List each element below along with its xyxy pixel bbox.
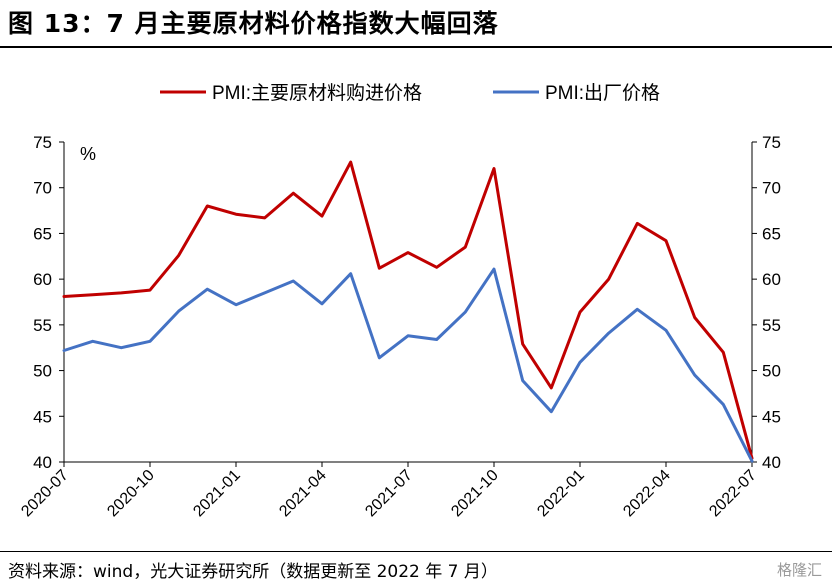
x-tick-label: 2022-01	[534, 467, 588, 521]
x-tick-label: 2021-01	[190, 467, 244, 521]
x-tick-label: 2020-10	[104, 467, 158, 521]
left-y-tick-label: 55	[33, 316, 52, 335]
x-tick-label: 2021-10	[448, 467, 502, 521]
x-tick-label: 2021-04	[276, 467, 330, 521]
watermark-text: 格隆汇	[776, 561, 822, 579]
right-y-tick-label: 60	[762, 270, 781, 289]
chart-axes: %	[63, 142, 753, 463]
left-y-tick-label: 65	[33, 224, 52, 243]
left-y-tick-label: 45	[33, 407, 52, 426]
right-y-tick-label: 75	[762, 133, 781, 152]
series-lines	[62, 160, 754, 463]
title-divider	[0, 46, 832, 48]
x-tick-label: 2022-07	[706, 467, 760, 521]
right-y-tick-label: 50	[762, 362, 781, 381]
source-note: 资料来源：wind，光大证券研究所（数据更新至 2022 年 7 月）	[8, 562, 498, 582]
legend-label: PMI:出厂价格	[545, 82, 660, 104]
source-divider	[0, 551, 832, 552]
series-line-output-price	[62, 267, 754, 463]
figure-title: 图 13：7 月主要原材料价格指数大幅回落	[8, 9, 499, 38]
x-tick-label: 2022-04	[620, 467, 674, 521]
y-axis-unit-label: %	[80, 144, 96, 164]
right-y-tick-label: 65	[762, 224, 781, 243]
legend-label: PMI:主要原材料购进价格	[212, 82, 422, 104]
left-y-tick-label: 75	[33, 133, 52, 152]
left-y-tick-label: 50	[33, 362, 52, 381]
right-y-tick-label: 70	[762, 179, 781, 198]
right-y-tick-label: 55	[762, 316, 781, 335]
series-line-raw-material-price	[62, 160, 754, 460]
chart-legend: PMI:主要原材料购进价格 PMI:出厂价格	[160, 82, 660, 104]
line-chart: PMI:主要原材料购进价格 PMI:出厂价格 % 40 40 45 45 50 50 55 55…	[18, 82, 781, 521]
left-y-tick-label: 60	[33, 270, 52, 289]
x-tick-label: 2020-07	[18, 467, 72, 521]
right-y-tick-label: 40	[762, 453, 781, 472]
left-y-tick-label: 40	[33, 453, 52, 472]
x-tick-label: 2021-07	[362, 467, 416, 521]
left-y-tick-label: 70	[33, 179, 52, 198]
right-y-tick-label: 45	[762, 407, 781, 426]
